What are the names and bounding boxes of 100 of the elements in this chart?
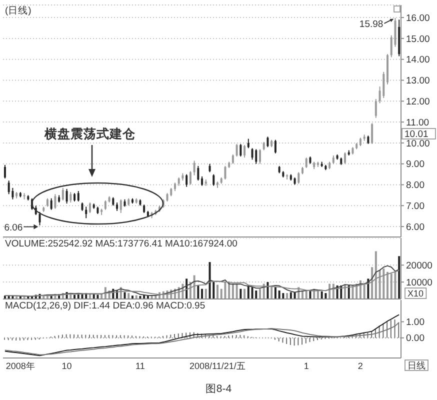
candlestick xyxy=(189,170,192,186)
candlestick xyxy=(298,172,300,184)
candlestick xyxy=(240,143,242,158)
annotation: 15.98 xyxy=(359,18,384,30)
bar xyxy=(282,293,284,299)
chart-title: VOLUME:252542.92 MA5:173776.41 MA10:167924.00 xyxy=(5,238,238,250)
y-tick-label: 7.00 xyxy=(406,201,424,212)
candlestick xyxy=(305,157,308,169)
candlestick xyxy=(236,143,238,158)
bar xyxy=(224,282,226,299)
text: X10 xyxy=(408,288,424,299)
x-tick-label: 2 xyxy=(358,361,363,371)
candlestick xyxy=(212,174,215,186)
candlestick xyxy=(382,71,385,99)
candlestick xyxy=(70,192,72,204)
bar xyxy=(124,292,126,299)
candlestick xyxy=(62,187,64,201)
bar xyxy=(216,284,218,299)
y-tick-label: 8.00 xyxy=(406,180,424,192)
bar xyxy=(386,272,389,299)
bar xyxy=(201,288,204,299)
candlestick xyxy=(88,202,91,214)
y-tick-label: 6.00 xyxy=(406,222,424,233)
y-tick-label: 14.00 xyxy=(406,54,430,66)
bar xyxy=(258,288,261,299)
x-tick-label: 10 xyxy=(62,361,72,371)
y-tick-label: 11.00 xyxy=(406,117,430,128)
candlestick xyxy=(244,144,246,158)
chart-title: MACD(12,26,9) DIF:1.44 DEA:0.96 MACD:0.95 xyxy=(5,300,206,312)
candlestick xyxy=(258,148,261,164)
candlestick xyxy=(104,200,106,210)
candlestick xyxy=(38,211,41,226)
bar xyxy=(374,251,377,299)
bar xyxy=(324,293,327,299)
candlestick xyxy=(50,198,52,210)
bar xyxy=(240,288,242,299)
bar xyxy=(251,287,254,299)
bar xyxy=(278,290,280,299)
candlestick xyxy=(374,98,377,118)
bar xyxy=(232,284,234,299)
y-tick-label: 16.00 xyxy=(406,12,430,24)
bar xyxy=(394,272,396,299)
candlestick xyxy=(186,174,188,188)
candlestick xyxy=(371,122,374,144)
bar xyxy=(208,262,211,299)
candlestick xyxy=(54,194,56,210)
bar xyxy=(363,284,366,299)
candlestick xyxy=(224,165,226,180)
candlestick xyxy=(66,188,68,204)
bar xyxy=(236,284,238,299)
candlestick xyxy=(251,148,254,160)
caption: 图8-4 xyxy=(205,383,232,395)
bar xyxy=(378,270,381,299)
bar xyxy=(128,293,130,299)
candlestick xyxy=(85,206,88,219)
line-series xyxy=(4,322,400,356)
text: 10.01 xyxy=(404,129,428,140)
candlestick xyxy=(197,165,200,182)
annotation: 横盘震荡式建仓 xyxy=(44,126,136,141)
bar xyxy=(390,274,392,299)
candlestick xyxy=(255,148,258,164)
bar xyxy=(398,256,400,299)
candlestick xyxy=(344,152,346,164)
bar xyxy=(320,291,323,299)
chart-title: (日线) xyxy=(5,4,32,16)
y-tick-label: 20000 xyxy=(406,260,432,272)
y-tick-label: 10.00 xyxy=(406,138,430,150)
candlestick xyxy=(4,164,6,179)
candlestick xyxy=(266,136,269,148)
y-tick-label: 9.00 xyxy=(406,159,424,170)
annotation: 6.06 xyxy=(4,222,23,234)
bar xyxy=(274,287,276,299)
y-tick-label: 10000 xyxy=(406,277,432,288)
x-tick-label: 2008/11/21/五 xyxy=(190,361,246,371)
candlestick xyxy=(274,139,276,154)
candlestick xyxy=(8,180,10,195)
candlestick xyxy=(247,138,250,149)
bar xyxy=(204,288,207,299)
candlestick xyxy=(77,190,80,202)
bar xyxy=(382,268,385,299)
bar xyxy=(371,267,374,299)
x-tick-label: 1 xyxy=(304,361,309,371)
bar xyxy=(286,293,288,299)
y-tick-label: 0.00 xyxy=(406,333,424,344)
y-tick-label: 15.00 xyxy=(406,34,430,45)
text: 日线 xyxy=(408,360,426,371)
x-tick-label: 2008年 xyxy=(6,361,35,371)
bar xyxy=(290,292,292,299)
y-tick-label: 1.00 xyxy=(406,317,424,328)
bar xyxy=(266,282,269,299)
candlestick xyxy=(201,176,204,186)
y-tick-label: 13.00 xyxy=(406,76,430,87)
x-tick-label: 11 xyxy=(136,361,145,371)
candlestick xyxy=(120,198,122,214)
candlestick xyxy=(232,154,234,164)
bar xyxy=(255,290,258,299)
bar xyxy=(197,285,200,299)
candlestick xyxy=(193,160,196,176)
y-tick-label: 12.00 xyxy=(406,96,430,108)
bar xyxy=(244,288,246,299)
